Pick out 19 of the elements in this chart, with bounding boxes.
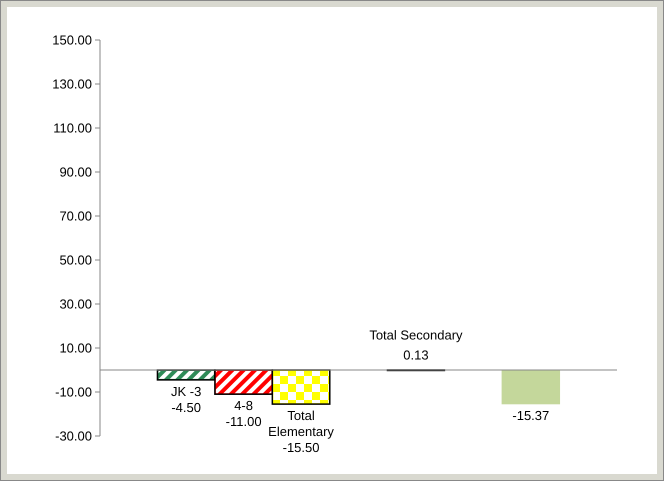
- y-tick-label: 10.00: [59, 340, 92, 356]
- y-tick-label: 30.00: [59, 296, 92, 312]
- y-tick-label: 150.00: [52, 32, 92, 48]
- y-tick-label: 70.00: [59, 208, 92, 224]
- y-tick-label: 90.00: [59, 164, 92, 180]
- y-tick-label: -30.00: [55, 428, 92, 444]
- y-tick-label: -10.00: [55, 384, 92, 400]
- x-tick-label: Total Secondary: [369, 328, 464, 343]
- data-label: -15.37: [512, 408, 550, 423]
- data-label: 0.13: [403, 348, 429, 363]
- x-tick-label: Total Elementary: [268, 408, 334, 440]
- y-tick-label: 130.00: [52, 76, 92, 92]
- data-label: -4.50: [171, 400, 201, 415]
- data-label: -11.00: [226, 414, 262, 430]
- y-tick-label: 110.00: [53, 120, 92, 136]
- data-label: -15.50: [282, 440, 320, 456]
- x-tick-label: JK -3: [170, 384, 202, 399]
- x-tick-label: 4-8: [234, 398, 254, 414]
- y-tick-label: 50.00: [59, 252, 92, 268]
